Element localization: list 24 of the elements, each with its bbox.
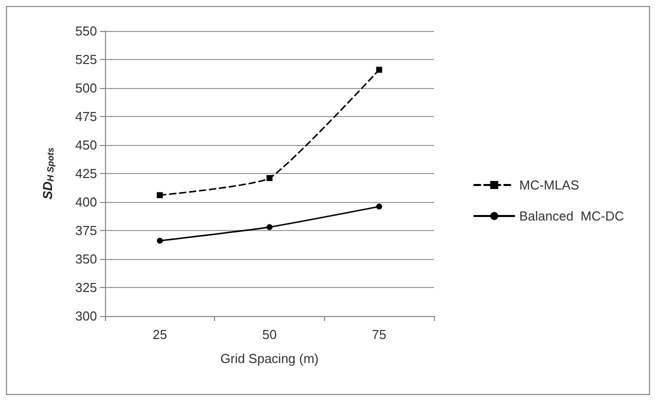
y-tick-label: 450	[75, 138, 97, 152]
y-tick-label: 425	[75, 166, 97, 181]
point	[156, 192, 163, 198]
point	[266, 175, 272, 182]
x-tick-label: 50	[262, 327, 277, 342]
y-tick-label: 475	[75, 109, 97, 124]
y-tick-label: 350	[75, 252, 97, 266]
legend-label: MC-MLAS	[519, 178, 580, 192]
point	[376, 204, 382, 210]
y-tick-label: 550	[75, 24, 97, 38]
y-tick-label: 500	[75, 80, 97, 96]
point	[376, 66, 382, 73]
y-axis-title: SDH Spots	[40, 147, 56, 200]
legend-label: Balanced MC-DC	[519, 208, 624, 224]
x-axis-title: Grid Spacing (m)	[220, 351, 319, 366]
y-tick-label: 525	[75, 52, 97, 67]
y-tick-label: 375	[75, 223, 97, 238]
y-tick-label: 325	[75, 280, 97, 295]
x-tick-label: 75	[372, 327, 386, 342]
y-tick-label: 400	[75, 194, 97, 210]
point	[156, 238, 163, 244]
point	[266, 224, 272, 230]
x-tick-label: 25	[152, 327, 168, 342]
y-tick-label: 300	[75, 308, 97, 324]
